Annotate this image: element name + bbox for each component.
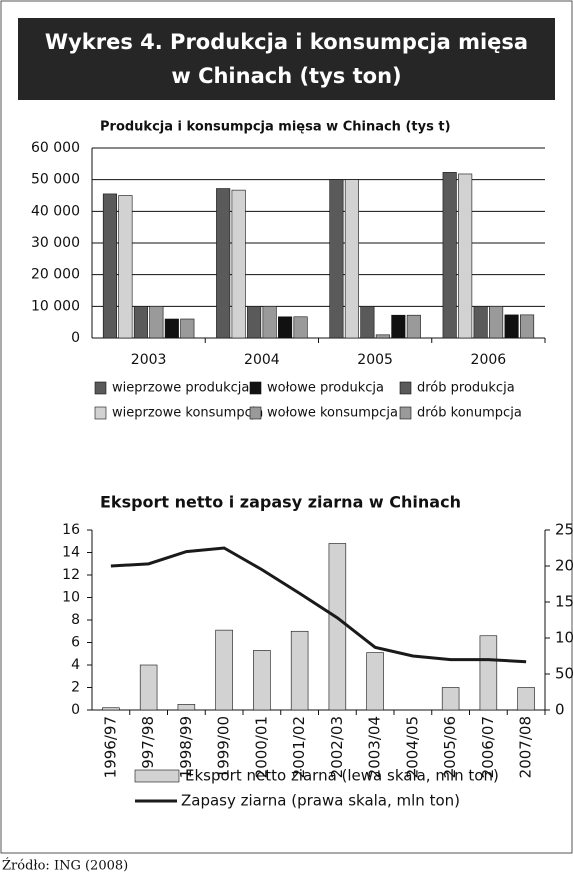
y-tick-label: 14 (62, 545, 80, 561)
bar (328, 543, 347, 711)
x-tick-label: 2004 (244, 352, 280, 368)
bar (517, 687, 535, 711)
y-tick-label: 16 (62, 522, 80, 538)
y-tick-label: 50 000 (31, 172, 80, 188)
y-tick-label: 60 000 (31, 140, 80, 156)
x-tick-label: 2006/07 (479, 716, 497, 778)
bar (290, 630, 309, 711)
bar (441, 687, 460, 711)
x-tick-label: 1996/97 (101, 716, 119, 778)
bar (278, 316, 293, 339)
legend-label: wieprzowe produkcja (112, 381, 249, 396)
x-tick-label: 2004/05 (403, 716, 421, 778)
x-tick-label: 2003 (131, 352, 167, 368)
legend-swatch (94, 381, 107, 395)
x-tick-label: 1998/99 (177, 716, 195, 778)
bar (360, 306, 375, 339)
legend-swatch (399, 406, 412, 420)
x-tick-label: 2005 (357, 352, 393, 368)
y-tick-label: 8 (71, 612, 80, 628)
y-tick-label: 2 (71, 680, 80, 696)
bar (216, 188, 231, 339)
bar (149, 306, 164, 339)
chart-title: Produkcja i konsumpcja mięsa w Chinach (… (100, 120, 451, 135)
legend-label: drób produkcja (417, 381, 515, 396)
y2-tick-label: 250 (555, 521, 573, 539)
line-series (110, 546, 527, 664)
x-tick-label: 2000/01 (252, 716, 270, 778)
bar (458, 173, 473, 339)
x-tick-label: 1999/00 (215, 716, 233, 778)
y-tick-label: 20 000 (31, 267, 80, 283)
bar (375, 334, 390, 339)
x-tick-label: 1997/98 (139, 716, 157, 778)
legend-label: drób konumpcja (417, 406, 522, 421)
x-tick-label: 2006 (471, 352, 507, 368)
legend-label: Eksport netto ziarna (lewa skala, mln to… (185, 767, 499, 785)
y-tick-label: 10 (62, 590, 80, 606)
y-tick-label: 12 (62, 567, 80, 583)
y-tick-label: 30 000 (31, 235, 80, 251)
chart-title: Eksport netto i zapasy ziarna w Chinach (100, 493, 461, 512)
bar (366, 652, 384, 711)
y2-tick-label: 100 (555, 629, 573, 647)
y2-tick-label: 200 (555, 557, 573, 575)
bar (406, 314, 421, 339)
bar (442, 172, 457, 339)
source: Źródło: ING (2008) (2, 858, 128, 874)
y-tick-label: 4 (71, 657, 80, 673)
bar (253, 650, 271, 711)
legend-label: wołowe produkcja (267, 381, 384, 396)
bar (102, 193, 117, 339)
bar (231, 189, 246, 339)
legend-swatch (249, 406, 262, 420)
legend-swatch (134, 769, 180, 783)
bar (344, 179, 359, 339)
x-tick-label: 2001/02 (290, 716, 308, 778)
bar (102, 707, 120, 711)
bar (262, 306, 277, 339)
bar (329, 179, 344, 339)
x-tick-label: 2002/03 (328, 716, 346, 778)
x-tick-label: 2005/06 (441, 716, 459, 778)
bar (133, 306, 148, 339)
bar (118, 195, 133, 339)
bar (215, 629, 233, 711)
y2-tick-label: 50 (555, 665, 573, 683)
page-border (0, 0, 573, 854)
bar (247, 306, 262, 339)
legend-label: wołowe konsumpcja (267, 406, 398, 421)
bar (180, 318, 195, 339)
bar (177, 704, 196, 711)
bar (504, 314, 519, 339)
bar (489, 306, 504, 339)
legend-swatch (399, 381, 412, 395)
y-tick-label: 6 (71, 635, 80, 651)
legend-label: Zapasy ziarna (prawa skala, mln ton) (181, 792, 460, 810)
y-tick-label: 10 000 (31, 298, 80, 314)
x-tick-label: 2003/04 (366, 716, 384, 778)
bar (139, 664, 158, 711)
x-tick-label: 2007/08 (517, 716, 535, 778)
bar (473, 306, 488, 339)
header-title: Wykres 4. Produkcja i konsumpcja mięsa w… (18, 18, 555, 100)
y2-tick-label: 150 (555, 593, 573, 611)
y2-tick-label: 0 (555, 701, 565, 719)
y-tick-label: 40 000 (31, 203, 80, 219)
bar (391, 314, 406, 339)
legend-label: wieprzowe konsumpcja (112, 406, 263, 421)
legend-swatch (94, 406, 107, 420)
bar (520, 314, 535, 339)
bar (293, 316, 308, 339)
bar (164, 318, 179, 339)
y-tick-label: 0 (71, 702, 80, 718)
y-tick-label: 0 (71, 330, 80, 346)
legend-swatch (249, 381, 262, 395)
bar (479, 635, 498, 711)
